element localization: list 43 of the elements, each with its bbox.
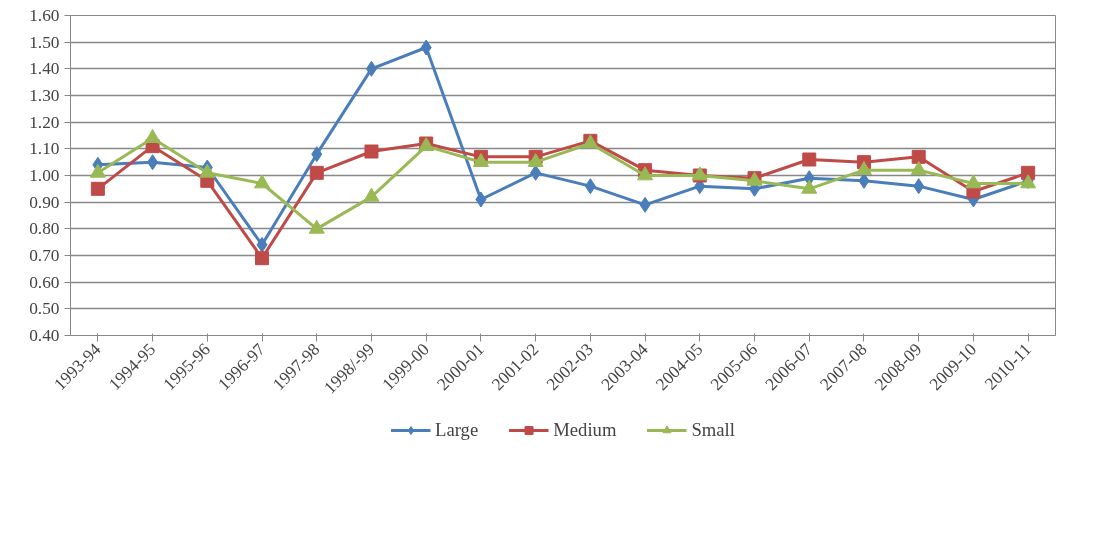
point [147,154,159,171]
legend-label: Small [691,418,735,441]
y-tick-label: 1.50 [29,32,60,52]
point [311,146,323,163]
y-tick-label: 1.10 [29,139,60,159]
point [801,179,818,194]
legend-label: Medium [553,418,617,441]
point [144,129,161,143]
point [965,174,982,189]
point [254,174,271,189]
y-tick-label: 0.80 [29,219,60,239]
legend-label: Large [435,418,479,441]
y-tick-label: 0.60 [29,272,60,292]
point [365,60,377,77]
y-tick-label: 1.00 [29,166,60,185]
point [308,219,325,234]
point [584,178,596,195]
point [855,161,872,175]
point [913,178,925,195]
point [475,191,487,208]
point [309,165,324,180]
y-tick-label: 1.20 [29,112,60,132]
point [911,149,926,164]
point [639,196,651,213]
point [199,163,216,178]
point [90,181,105,196]
point [910,161,927,175]
point [472,153,489,167]
y-tick-label: 1.30 [29,86,60,105]
point [363,187,380,202]
point [527,153,544,167]
point [364,144,379,159]
point [89,163,106,178]
point [255,251,270,266]
point [802,152,817,167]
point [420,39,432,56]
point [256,236,268,253]
y-tick-label: 1.40 [29,59,60,79]
y-tick-label: 0.50 [29,299,60,319]
y-tick-label: 0.90 [29,192,60,212]
y-tick-label: 0.70 [29,246,60,265]
y-tick-label: 0.40 [29,326,60,345]
y-tick-label: 1.60 [29,6,60,25]
